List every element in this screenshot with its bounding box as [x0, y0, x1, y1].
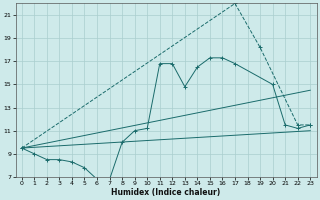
X-axis label: Humidex (Indice chaleur): Humidex (Indice chaleur) [111, 188, 221, 197]
